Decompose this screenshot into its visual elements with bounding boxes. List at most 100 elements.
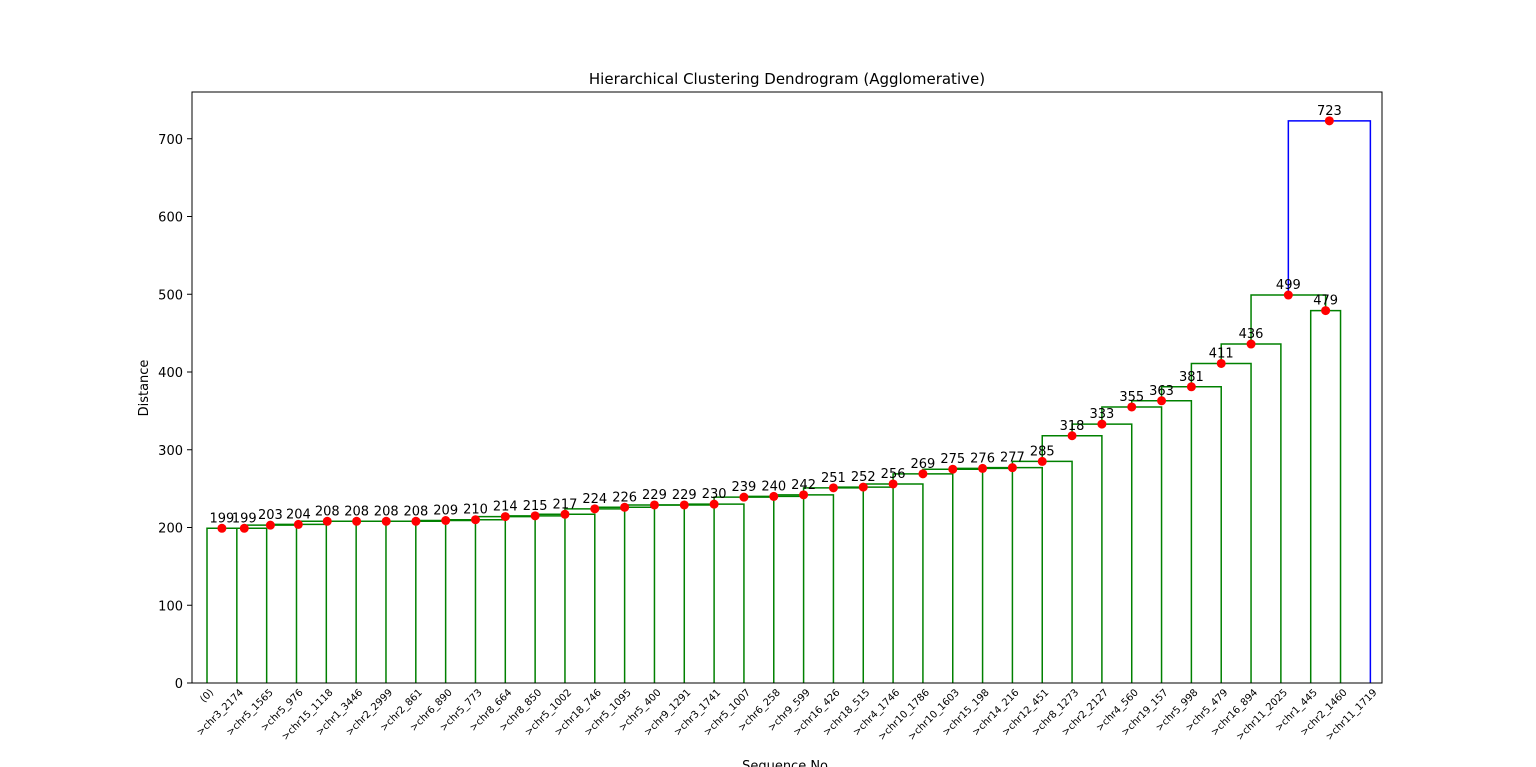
merge-node-marker (1007, 463, 1017, 473)
x-tick-label: (0) (198, 687, 216, 705)
merge-node-marker (411, 516, 421, 526)
merge-distance-label: 411 (1209, 346, 1234, 361)
node-markers (217, 116, 1334, 533)
merge-distance-label: 499 (1276, 278, 1301, 293)
merge-node-marker (1037, 456, 1047, 466)
y-tick-label: 100 (158, 599, 183, 614)
merge-distance-label: 199 (232, 511, 257, 526)
merge-node-marker (918, 469, 928, 479)
merge-distance-label: 723 (1317, 104, 1342, 119)
merge-distance-label: 199 (210, 511, 235, 526)
dendrogram-link (269, 523, 328, 683)
merge-node-marker (1097, 419, 1107, 429)
chart-title: Hierarchical Clustering Dendrogram (Aggl… (589, 70, 985, 88)
merge-distance-label: 269 (911, 457, 936, 472)
merge-distance-label: 208 (315, 504, 340, 519)
merge-node-marker (1283, 290, 1293, 300)
merge-node-marker (799, 490, 809, 500)
y-axis: 0 100 200 300 400 500 600 700 (158, 133, 192, 692)
dendrogram-link (206, 527, 238, 683)
merge-distance-label: 203 (258, 508, 283, 523)
y-tick-label: 400 (158, 366, 183, 381)
merge-distance-label: 275 (940, 452, 965, 467)
merge-distance-label: 229 (642, 488, 667, 503)
merge-node-marker (1246, 339, 1256, 349)
merge-node-marker (948, 464, 958, 474)
merge-distance-label: 355 (1119, 390, 1144, 405)
merge-distance-label: 229 (672, 488, 697, 503)
merge-distance-label: 318 (1060, 419, 1085, 434)
plot-frame (191, 91, 1383, 684)
merge-node-marker (352, 516, 362, 526)
merge-node-marker (709, 499, 719, 509)
merge-node-marker (293, 519, 303, 529)
merge-node-marker (470, 515, 480, 525)
merge-distance-label: 208 (344, 504, 369, 519)
y-tick-label: 700 (158, 133, 183, 148)
merge-node-marker (1216, 358, 1226, 368)
merge-distance-label: 209 (433, 504, 458, 519)
x-axis-label: Sequence No. (742, 759, 832, 767)
y-tick-label: 300 (158, 444, 183, 459)
dendrogram-link (243, 524, 298, 683)
merge-distance-label: 252 (851, 470, 876, 485)
merge-node-marker (381, 516, 391, 526)
merge-node-marker (1324, 116, 1334, 126)
merge-distance-label: 479 (1313, 294, 1338, 309)
merge-distance-label: 436 (1239, 327, 1264, 342)
dendrogram-link (221, 527, 268, 683)
merge-node-marker (739, 492, 749, 502)
dendrogram-link (1287, 120, 1372, 683)
merge-node-marker (530, 511, 540, 521)
merge-node-marker (322, 516, 332, 526)
merge-node-marker (1067, 431, 1077, 441)
merge-node-marker (620, 502, 630, 512)
merge-distance-label: 256 (881, 467, 906, 482)
merge-distance-label: 276 (970, 451, 995, 466)
merge-node-marker (1127, 402, 1137, 412)
merge-node-marker (1157, 396, 1167, 406)
merge-distance-label: 251 (821, 471, 846, 486)
y-tick-label: 200 (158, 522, 183, 537)
merge-node-marker (265, 520, 275, 530)
y-tick-label: 600 (158, 211, 183, 226)
merge-distance-label: 215 (523, 499, 548, 514)
merge-node-marker (441, 516, 451, 526)
merge-node-marker (679, 500, 689, 510)
merge-node-marker (217, 523, 227, 533)
dendrogram-links (206, 120, 1372, 683)
x-axis: (0)>chr3_2174>chr5_1565>chr5_976>chr15_1… (195, 687, 1380, 743)
merge-node-marker (978, 463, 988, 473)
merge-node-marker (239, 523, 249, 533)
merge-node-marker (828, 483, 838, 493)
merge-distance-label: 217 (553, 497, 578, 512)
merge-distance-label: 230 (702, 487, 727, 502)
merge-node-marker (1186, 382, 1196, 392)
y-tick-label: 0 (175, 677, 183, 692)
merge-distance-label: 277 (1000, 451, 1025, 466)
merge-distance-label: 285 (1030, 444, 1055, 459)
merge-distance-label: 239 (732, 480, 757, 495)
merge-distance-label: 240 (761, 479, 786, 494)
dendrogram-link (1309, 309, 1342, 683)
merge-node-marker (858, 482, 868, 492)
y-axis-label: Distance (137, 360, 152, 417)
merge-node-marker (1321, 306, 1331, 316)
merge-distance-label: 333 (1089, 407, 1114, 422)
merge-node-marker (560, 509, 570, 519)
merge-distance-label: 224 (582, 492, 607, 507)
merge-distance-label: 226 (612, 490, 637, 505)
merge-distance-label: 208 (404, 504, 429, 519)
merge-distance-label: 242 (791, 478, 816, 493)
merge-node-marker (500, 512, 510, 522)
merge-distance-label: 208 (374, 504, 399, 519)
merge-distance-label: 210 (463, 503, 488, 518)
merge-distance-label: 363 (1149, 384, 1174, 399)
dendrogram-link (297, 520, 357, 683)
merge-distance-label: 204 (286, 507, 311, 522)
merge-node-marker (649, 500, 659, 510)
merge-distance-label: 214 (493, 500, 518, 515)
merge-node-marker (888, 479, 898, 489)
